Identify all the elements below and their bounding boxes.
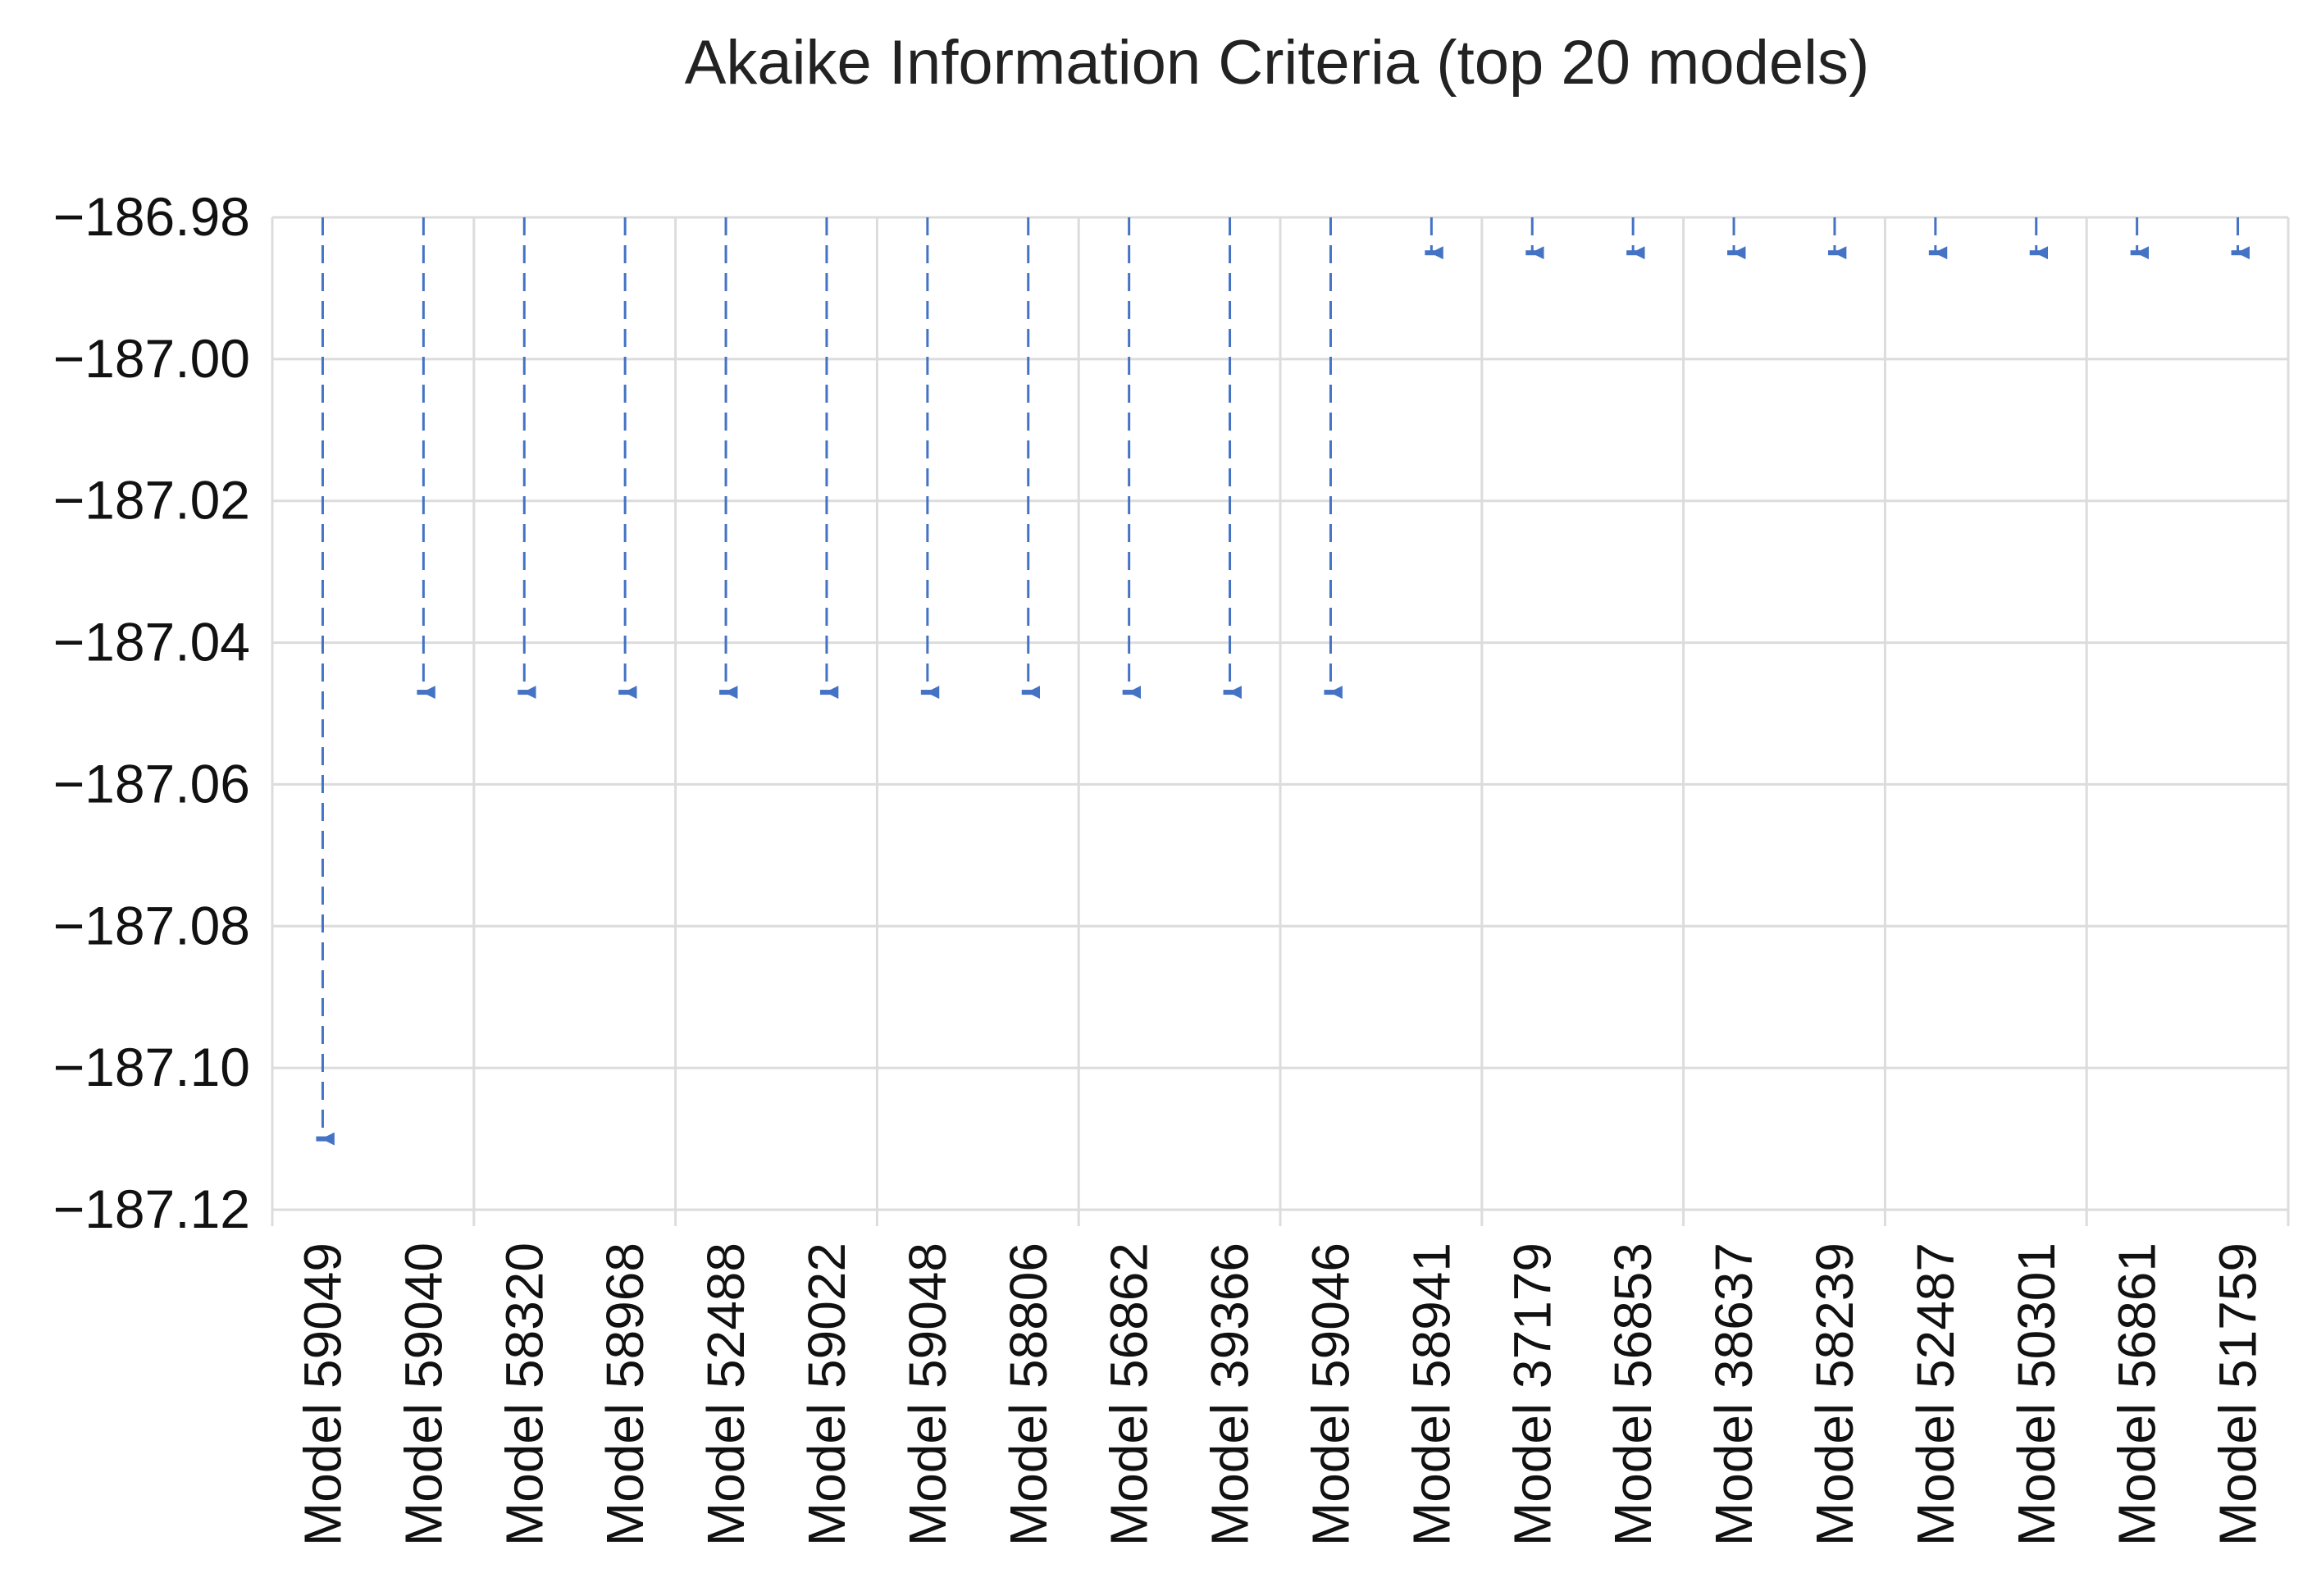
data-point-marker bbox=[1827, 250, 1841, 256]
x-tick-label: Model 52487 bbox=[1906, 1243, 1965, 1546]
y-tick-label: −187.10 bbox=[53, 1037, 250, 1097]
x-tick-label: Model 58239 bbox=[1805, 1243, 1864, 1546]
data-point-marker bbox=[920, 690, 934, 695]
data-point-marker bbox=[719, 690, 733, 695]
data-point-marker bbox=[1324, 690, 1338, 695]
x-tick-label: Model 38637 bbox=[1704, 1243, 1763, 1546]
chart-title: Akaike Information Criteria (top 20 mode… bbox=[685, 28, 1870, 98]
data-point-marker bbox=[1223, 690, 1237, 695]
data-point-marker bbox=[819, 690, 833, 695]
data-point-marker bbox=[1525, 250, 1539, 256]
data-point-marker bbox=[417, 690, 431, 695]
x-tick-label: Model 56853 bbox=[1603, 1243, 1662, 1546]
y-tick-label: −186.98 bbox=[53, 186, 250, 247]
x-tick-label: Model 59046 bbox=[1301, 1243, 1360, 1546]
x-tick-label: Model 58320 bbox=[495, 1243, 554, 1546]
x-tick-label: Model 59048 bbox=[898, 1243, 957, 1546]
x-tick-label: Model 52488 bbox=[696, 1243, 755, 1546]
x-tick-label: Model 39366 bbox=[1201, 1243, 1260, 1546]
x-axis: Model 59049 Model 59040 Model 58320 Model 5… bbox=[293, 1243, 2267, 1546]
data-point-marker bbox=[2231, 250, 2245, 256]
y-tick-label: −187.08 bbox=[53, 895, 250, 955]
x-tick-label: Model 59022 bbox=[797, 1243, 856, 1546]
x-tick-label: Model 51759 bbox=[2209, 1243, 2268, 1546]
y-tick-label: −187.04 bbox=[53, 612, 250, 673]
data-point-marker bbox=[2130, 250, 2144, 256]
x-tick-label: Model 56861 bbox=[2108, 1243, 2167, 1546]
x-tick-label: Model 56862 bbox=[1100, 1243, 1159, 1546]
y-axis: −186.98 −187.00 −187.02 −187.04 −187.06 −187.… bbox=[53, 186, 250, 1239]
data-point-marker bbox=[1928, 250, 1942, 256]
data-point-marker bbox=[518, 690, 531, 695]
y-tick-label: −187.06 bbox=[53, 753, 250, 814]
x-tick-label: Model 58941 bbox=[1402, 1243, 1461, 1546]
data-point-marker bbox=[1727, 250, 1741, 256]
data-point-marker bbox=[1021, 690, 1035, 695]
data-point-marker bbox=[1626, 250, 1640, 256]
data-point-marker bbox=[1425, 250, 1439, 256]
x-tick-label: Model 58806 bbox=[999, 1243, 1058, 1546]
x-tick-label: Model 58968 bbox=[595, 1243, 654, 1546]
data-point-marker bbox=[316, 1136, 330, 1142]
data-point-marker bbox=[618, 690, 632, 695]
x-tick-label: Model 59049 bbox=[293, 1243, 352, 1546]
x-tick-label: Model 37179 bbox=[1503, 1243, 1562, 1546]
x-tick-label: Model 59040 bbox=[394, 1243, 453, 1546]
data-point-marker bbox=[1122, 690, 1136, 695]
grid-layer bbox=[271, 216, 2290, 1226]
x-tick-label: Model 50301 bbox=[2007, 1243, 2066, 1546]
y-tick-label: −187.02 bbox=[53, 470, 250, 531]
data-point-marker bbox=[2029, 250, 2043, 256]
y-tick-label: −187.12 bbox=[53, 1179, 250, 1239]
y-tick-label: −187.00 bbox=[53, 328, 250, 389]
data-series bbox=[316, 217, 2250, 1146]
